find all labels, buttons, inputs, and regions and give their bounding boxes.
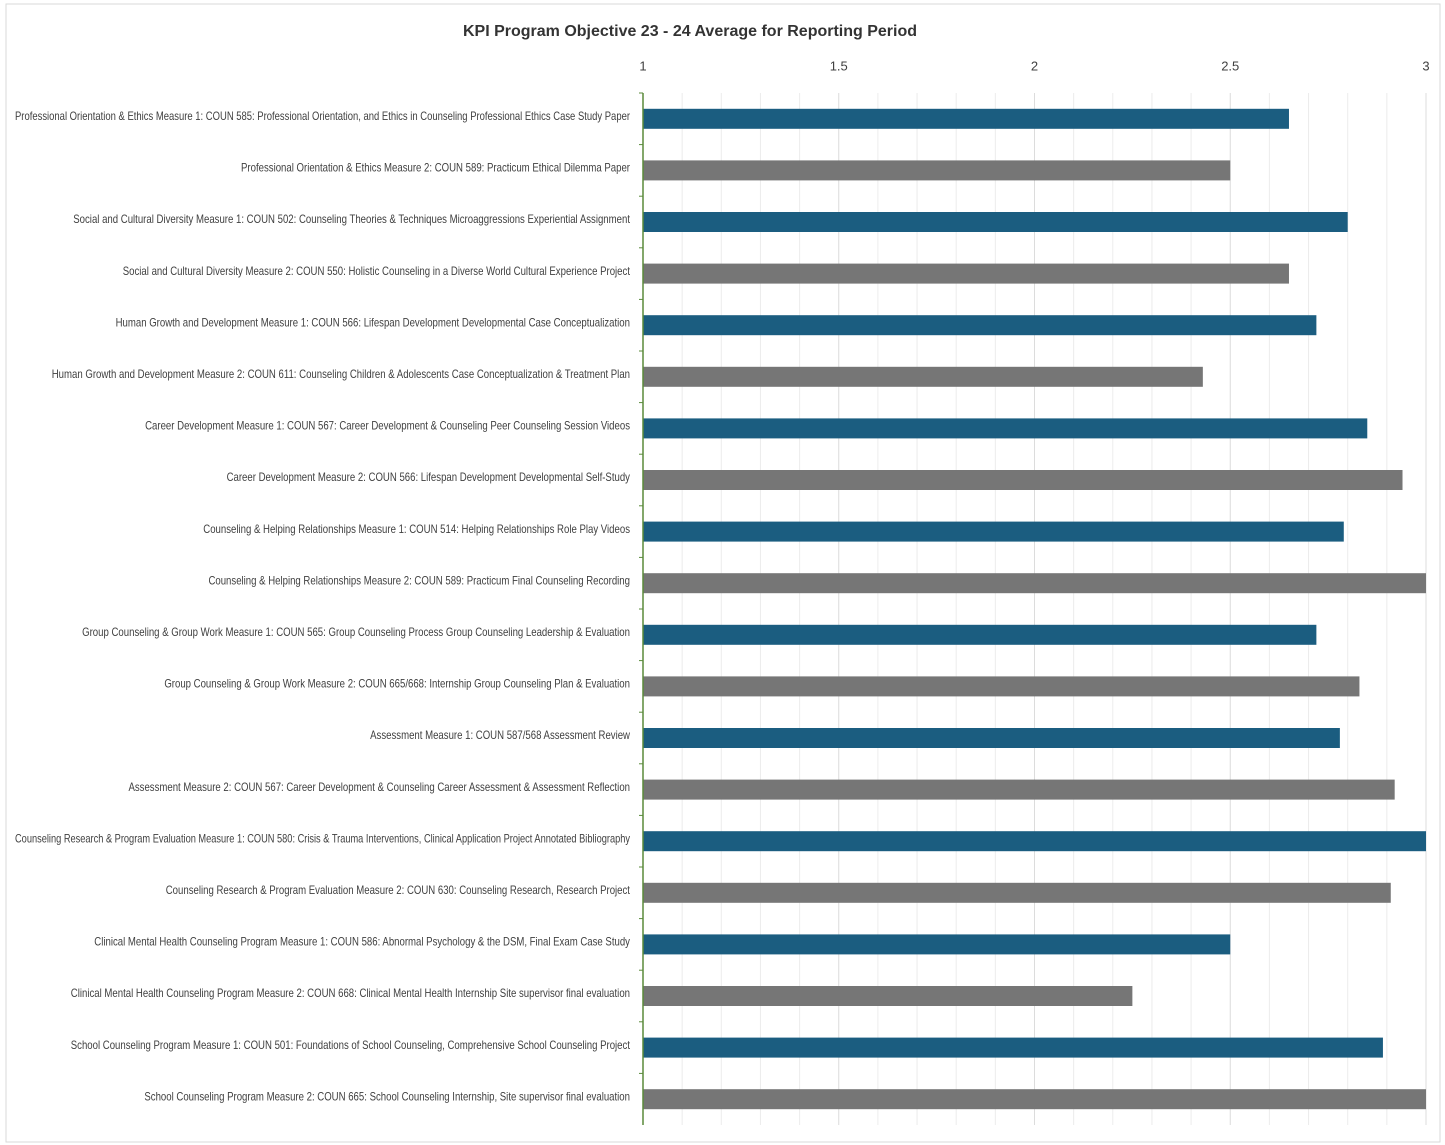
bar bbox=[643, 263, 1289, 284]
bar bbox=[643, 418, 1368, 439]
bar bbox=[643, 470, 1403, 490]
bar bbox=[643, 779, 1395, 800]
bar bbox=[643, 521, 1344, 542]
bar bbox=[643, 212, 1348, 232]
bar bbox=[643, 160, 1231, 181]
x-tick-label: 2.5 bbox=[1221, 58, 1239, 73]
y-tick-label: Group Counseling & Group Work Measure 1:… bbox=[82, 625, 630, 639]
y-tick-label: Counseling & Helping Relationships Measu… bbox=[208, 573, 630, 587]
x-tick-label: 3 bbox=[1422, 58, 1429, 73]
y-tick-label: Professional Orientation & Ethics Measur… bbox=[15, 109, 630, 123]
y-tick-label: Career Development Measure 2: COUN 566: … bbox=[227, 470, 630, 484]
bar bbox=[643, 986, 1133, 1006]
bar bbox=[643, 831, 1426, 852]
bar bbox=[643, 934, 1231, 955]
y-tick-label: Social and Cultural Diversity Measure 1:… bbox=[73, 212, 630, 226]
y-tick-label: Counseling Research & Program Evaluation… bbox=[166, 883, 631, 897]
y-tick-label: Assessment Measure 2: COUN 567: Career D… bbox=[128, 780, 630, 794]
y-tick-label: School Counseling Program Measure 2: COU… bbox=[144, 1089, 630, 1103]
bar bbox=[643, 1037, 1383, 1058]
bar bbox=[643, 728, 1340, 748]
y-tick-label: Assessment Measure 1: COUN 587/568 Asses… bbox=[370, 728, 630, 742]
x-tick-label: 1 bbox=[639, 58, 646, 73]
x-tick-label: 1.5 bbox=[830, 58, 848, 73]
y-tick-label: Social and Cultural Diversity Measure 2:… bbox=[123, 264, 631, 278]
bar bbox=[643, 108, 1289, 129]
y-tick-label: Clinical Mental Health Counseling Progra… bbox=[94, 935, 630, 949]
chart-title: KPI Program Objective 23 - 24 Average fo… bbox=[463, 23, 917, 40]
bar bbox=[643, 315, 1317, 336]
bar bbox=[643, 573, 1426, 594]
y-tick-label: School Counseling Program Measure 1: COU… bbox=[71, 1038, 631, 1052]
y-tick-label: Counseling Research & Program Evaluation… bbox=[15, 831, 630, 845]
y-tick-label: Human Growth and Development Measure 1: … bbox=[116, 315, 630, 329]
y-tick-label: Group Counseling & Group Work Measure 2:… bbox=[164, 677, 630, 691]
y-tick-label: Career Development Measure 1: COUN 567: … bbox=[145, 419, 630, 433]
x-tick-label: 2 bbox=[1031, 58, 1038, 73]
bar bbox=[643, 366, 1203, 387]
bar bbox=[643, 882, 1391, 903]
y-tick-label: Counseling & Helping Relationships Measu… bbox=[203, 522, 630, 536]
y-tick-label: Human Growth and Development Measure 2: … bbox=[52, 367, 630, 381]
bar bbox=[643, 676, 1360, 697]
bar bbox=[643, 1089, 1426, 1110]
y-tick-label: Professional Orientation & Ethics Measur… bbox=[241, 161, 630, 175]
y-tick-label: Clinical Mental Health Counseling Progra… bbox=[71, 986, 630, 1000]
bar bbox=[643, 624, 1317, 645]
